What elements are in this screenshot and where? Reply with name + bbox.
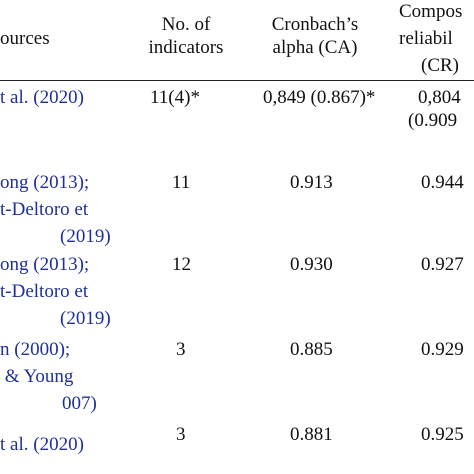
header-composite-line2: reliabil	[399, 28, 453, 49]
header-divider	[0, 80, 474, 81]
indicators-cell: 11(4)*	[150, 87, 200, 108]
header-alpha: Cronbach’s alpha (CA)	[250, 13, 380, 59]
source-link[interactable]: n (2000); & Young 007)	[0, 338, 97, 415]
alpha-cell: 0.881	[290, 424, 333, 445]
source-link[interactable]: ong (2013); t-Deltoro et (2019)	[0, 253, 111, 330]
header-alpha-line2: alpha (CA)	[272, 37, 358, 58]
alpha-cell: 0.930	[290, 254, 333, 275]
source-line2[interactable]: t-Deltoro et	[0, 281, 89, 302]
source-line1[interactable]: n (2000);	[0, 339, 71, 360]
header-indicators-line2: indicators	[148, 37, 224, 58]
source-line1[interactable]: ong (2013);	[0, 254, 90, 275]
source-line1[interactable]: ong (2013);	[0, 172, 90, 193]
source-link[interactable]: t al. (2020)	[0, 87, 84, 108]
composite-cell: 0.925	[421, 424, 464, 445]
alpha-cell: 0.913	[290, 172, 333, 193]
source-link[interactable]: t al. (2020)	[0, 434, 84, 455]
source-link[interactable]: ong (2013); t-Deltoro et (2019)	[0, 171, 111, 248]
source-line2[interactable]: t-Deltoro et	[0, 199, 89, 220]
header-composite-line1: Compos	[399, 1, 463, 22]
indicators-cell: 3	[176, 339, 186, 360]
header-composite: Compos reliabil (CR)	[399, 0, 462, 77]
header-indicators-line1: No. of	[161, 14, 211, 35]
indicators-cell: 3	[176, 424, 186, 445]
header-alpha-line1: Cronbach’s	[271, 14, 359, 35]
source-line2[interactable]: & Young	[0, 366, 74, 387]
alpha-cell: 0,849 (0.867)*	[263, 87, 376, 108]
header-composite-line3: (CR)	[421, 55, 459, 76]
composite-cell: 0.927	[421, 254, 464, 275]
header-sources: ources	[0, 28, 50, 49]
source-line3[interactable]: 007)	[62, 393, 97, 414]
header-indicators: No. of indicators	[130, 13, 242, 59]
indicators-cell: 12	[172, 254, 191, 275]
composite-cell: 0.944	[421, 172, 464, 193]
composite-cell: 0,804 (0.909	[408, 86, 461, 132]
composite-cell: 0.929	[421, 339, 464, 360]
source-line3[interactable]: (2019)	[60, 226, 111, 247]
alpha-cell: 0.885	[290, 339, 333, 360]
source-line3[interactable]: (2019)	[60, 308, 111, 329]
composite-line2: (0.909	[408, 110, 458, 131]
indicators-cell: 11	[172, 172, 191, 193]
composite-line1: 0,804	[418, 87, 461, 108]
